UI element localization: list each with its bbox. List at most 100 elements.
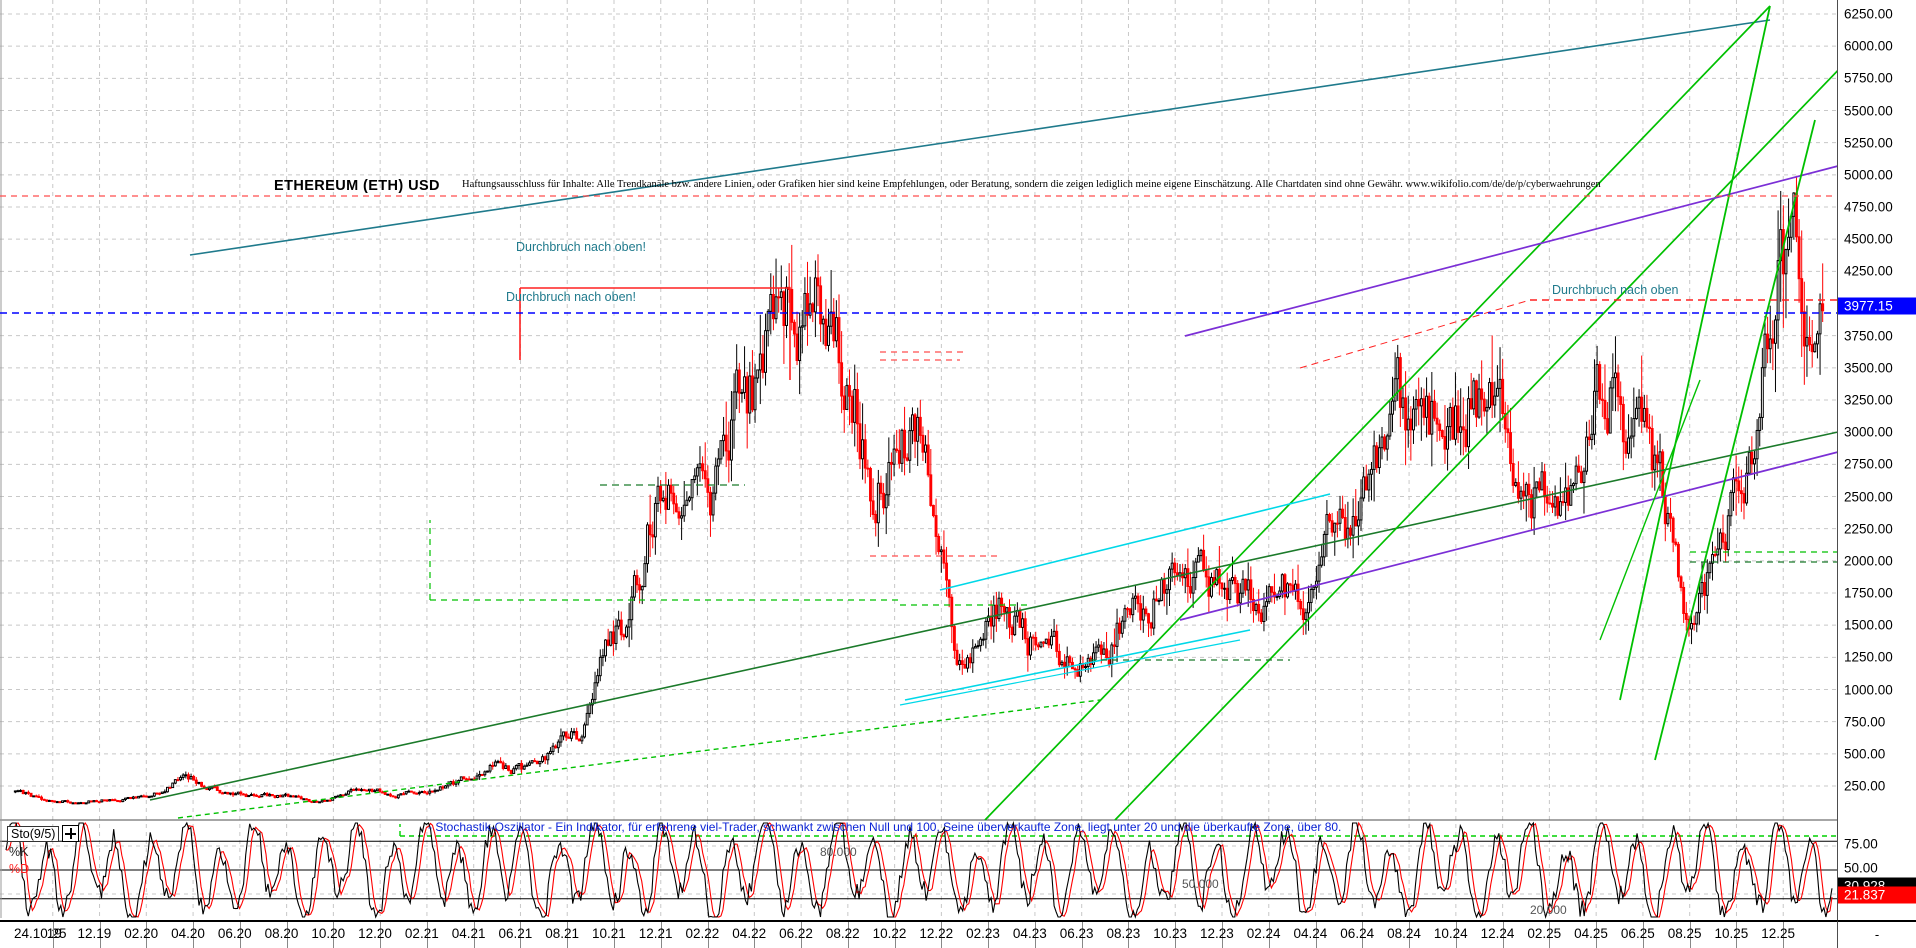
date-label-12-25: 12.25 <box>1761 926 1796 941</box>
date-separator <box>1736 922 1738 948</box>
date-separator <box>894 922 896 948</box>
date-label-04-23: 04.23 <box>1012 926 1047 941</box>
date-axis[interactable]: 24.10.25 19 12.19 02.20 04.20 06.20 08.20 10.20… <box>0 920 1838 948</box>
price-tick-4750-00: 4750.00 <box>1844 199 1893 215</box>
current-price-badge: 3977.15 <box>1838 297 1916 315</box>
date-separator <box>99 922 101 948</box>
date-separator <box>1362 922 1364 948</box>
indicator-d-label: %D <box>9 862 30 876</box>
price-tick-3250-00: 3250.00 <box>1844 392 1893 408</box>
date-label-06-22: 06.22 <box>779 926 813 941</box>
price-axis[interactable]: 6250.00 6000.00 5750.00 5500.00 5250.00 5000.… <box>1837 0 1916 820</box>
date-separator <box>1315 922 1317 948</box>
price-tick-5500-00: 5500.00 <box>1844 103 1893 118</box>
date-separator <box>567 922 569 948</box>
date-separator <box>520 922 522 948</box>
date-separator <box>1175 922 1177 948</box>
price-tick-1000-00: 1000.00 <box>1844 682 1893 697</box>
date-separator <box>1455 922 1457 948</box>
plus-icon[interactable] <box>62 825 80 842</box>
date-separator <box>801 922 803 948</box>
date-separator <box>1549 922 1551 948</box>
date-label-06-21: 06.21 <box>498 926 533 941</box>
date-label-08-22: 08.22 <box>825 926 860 941</box>
date-separator <box>333 922 335 948</box>
date-label-02-23: 02.23 <box>966 926 1000 941</box>
date-label-10-24: 10.24 <box>1433 926 1468 941</box>
date-separator <box>1081 922 1083 948</box>
date-separator <box>1268 922 1270 948</box>
date-separator <box>146 922 148 948</box>
date-label-06-24: 06.24 <box>1340 926 1375 941</box>
date-separator <box>193 922 195 948</box>
date-label-06-20: 06.20 <box>217 926 252 941</box>
indicator-name[interactable]: Sto(9/5) <box>7 825 60 842</box>
date-separator <box>707 922 709 948</box>
price-tick-1500-00: 1500.00 <box>1844 617 1893 633</box>
date-label-02-25: 02.25 <box>1527 926 1562 941</box>
oscillator-level-80: 80.000 <box>820 845 857 859</box>
date-separator <box>1642 922 1644 948</box>
date-label-06-25: 06.25 <box>1620 926 1655 941</box>
price-tick-3500-00: 3500.00 <box>1844 360 1893 376</box>
price-tick-2000-00: 2000.00 <box>1844 553 1893 569</box>
date-label-10-20: 10.20 <box>311 926 346 941</box>
date-separator <box>614 922 615 948</box>
date-label-19: 19 <box>46 926 62 941</box>
price-tick-1250-00: 1250.00 <box>1844 649 1893 665</box>
date-label-12-24: 12.24 <box>1480 926 1515 941</box>
date-axis-corner[interactable]: - <box>1837 920 1916 948</box>
date-separator <box>286 922 288 948</box>
date-label-08-24: 08.24 <box>1387 926 1421 941</box>
oscillator-d-badge: 21.837 <box>1838 886 1916 904</box>
date-label-08-25: 08.25 <box>1667 926 1702 941</box>
price-tick-4250-00: 4250.00 <box>1844 263 1893 279</box>
oscillator-level-20: 20.000 <box>1530 903 1567 917</box>
indicator-legend[interactable]: Sto(9/5) <box>7 825 80 842</box>
date-label-12-19: 12.19 <box>77 926 112 941</box>
date-separator <box>239 922 241 948</box>
date-separator <box>660 922 662 948</box>
date-label-04-20: 04.20 <box>171 926 205 941</box>
annotation-breakout-1: Durchbruch nach oben! <box>516 240 646 254</box>
date-label-12-23: 12.23 <box>1200 926 1234 941</box>
date-separator <box>1596 922 1598 948</box>
date-separator <box>941 922 943 948</box>
date-separator <box>1034 922 1036 948</box>
date-label-10-25: 10.25 <box>1714 926 1749 941</box>
date-separator <box>426 922 428 948</box>
oscillator-tick-50-00: 50.00 <box>1844 860 1878 876</box>
date-label-08-23: 08.23 <box>1106 926 1141 941</box>
date-label-10-22: 10.22 <box>872 926 907 941</box>
price-tick-3750-00: 3750.00 <box>1844 328 1893 344</box>
date-separator <box>52 922 54 948</box>
oscillator-note: - Stochastik-Oszillator - Ein Indikator,… <box>428 820 1342 834</box>
date-separator <box>754 922 756 948</box>
date-label-04-24: 04.24 <box>1293 926 1328 941</box>
date-separator <box>988 922 990 948</box>
price-tick-5000-00: 5000.00 <box>1844 167 1893 183</box>
date-separator <box>1128 922 1130 948</box>
date-label-06-23: 06.23 <box>1059 926 1094 941</box>
date-label-02-24: 02.24 <box>1246 926 1281 941</box>
annotation-breakout-2: Durchbruch nach oben! <box>506 290 636 304</box>
price-tick-6250-00: 6250.00 <box>1844 6 1893 22</box>
oscillator-tick-75-00: 75.00 <box>1844 836 1878 852</box>
page-title: ETHEREUM (ETH) USD <box>274 178 440 194</box>
indicator-k-label: %K <box>9 845 29 859</box>
price-tick-250-00: 250.00 <box>1844 778 1886 794</box>
price-tick-5250-00: 5250.00 <box>1844 135 1893 151</box>
date-label-10-23: 10.23 <box>1153 926 1188 941</box>
date-separator <box>847 922 849 948</box>
date-label-10-21: 10.21 <box>592 926 626 941</box>
price-tick-6000-00: 6000.00 <box>1844 38 1893 54</box>
price-tick-2500-00: 2500.00 <box>1844 489 1893 504</box>
date-label-02-21: 02.21 <box>404 926 439 941</box>
price-tick-4500-00: 4500.00 <box>1844 231 1893 247</box>
price-tick-2250-00: 2250.00 <box>1844 521 1893 537</box>
